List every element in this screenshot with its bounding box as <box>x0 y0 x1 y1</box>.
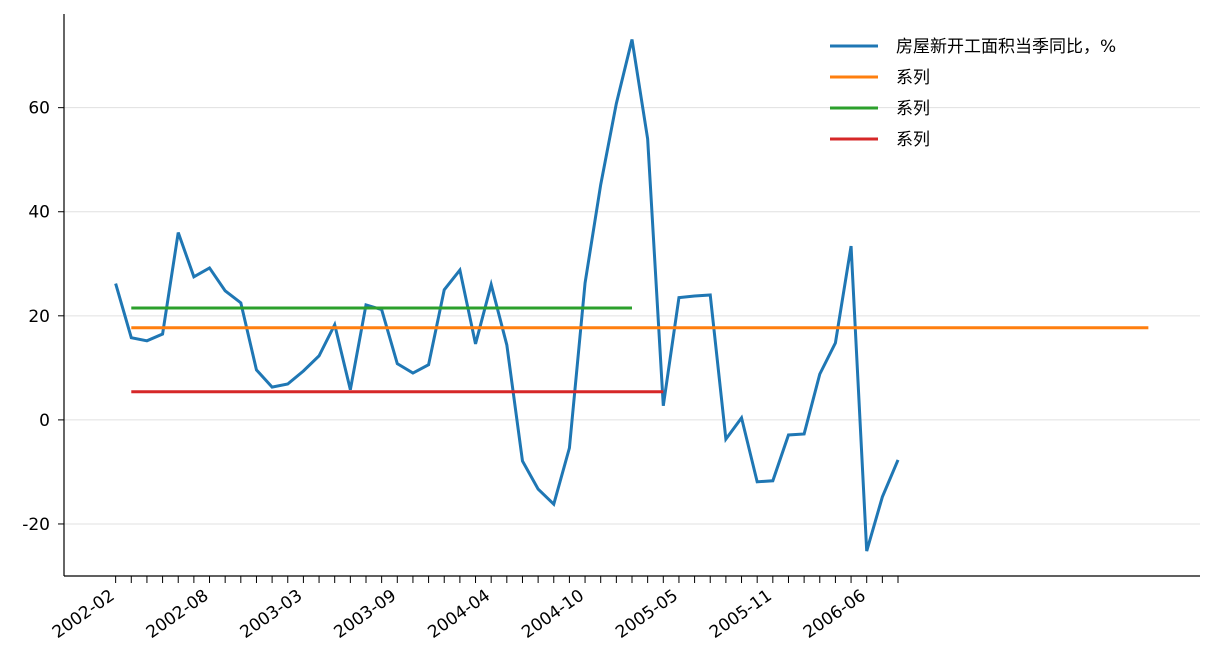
legend-label: 系列 <box>896 130 930 150</box>
x-tick-label: 2004-10 <box>518 586 588 643</box>
x-tick-label: 2006-06 <box>800 586 870 643</box>
x-tick-label: 2003-09 <box>331 586 401 643</box>
x-tick-label: 2004-04 <box>424 586 494 643</box>
y-tick-label: 0 <box>39 411 50 431</box>
y-tick-label: 60 <box>28 99 50 119</box>
x-tick-label: 2002-08 <box>143 586 213 643</box>
y-tick-label: 40 <box>28 203 50 223</box>
legend-label: 系列 <box>896 99 930 119</box>
y-tick-label: 20 <box>28 307 50 327</box>
series-line <box>114 39 900 552</box>
x-tick-label: 2003-03 <box>237 586 307 643</box>
legend-label: 房屋新开工面积当季同比，% <box>896 37 1116 57</box>
y-tick-label: -20 <box>22 515 50 535</box>
legend-label: 系列 <box>896 68 930 88</box>
x-tick-label: 2005-11 <box>706 586 776 643</box>
x-tick-label: 2002-02 <box>49 586 119 643</box>
x-tick-label: 2005-05 <box>612 586 682 643</box>
